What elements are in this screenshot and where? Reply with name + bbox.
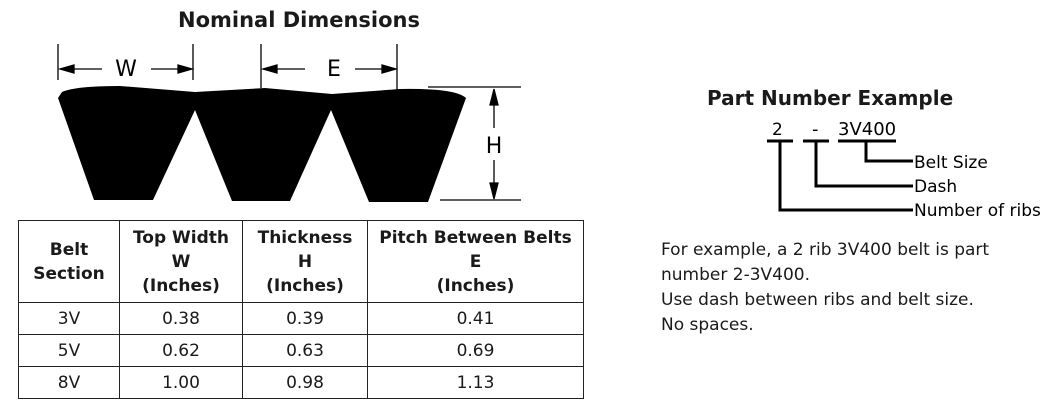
cell: 0.98 — [242, 366, 368, 399]
cell: 0.41 — [367, 302, 584, 335]
explanation-line: No spaces. — [661, 315, 754, 335]
cell: 1.13 — [367, 366, 584, 399]
table-row: 3V 0.38 0.39 0.41 — [18, 302, 584, 335]
cell: 0.62 — [119, 334, 243, 367]
cell: 0.39 — [242, 302, 368, 335]
header-top-width: Top Width W (Inches) — [119, 220, 243, 303]
header-belt-section: Belt Section — [18, 220, 120, 303]
table-header-row: Belt Section Top Width W (Inches) Thickness… — [18, 220, 584, 303]
table-row: 5V 0.62 0.63 0.69 — [18, 334, 584, 367]
cell: 0.38 — [119, 302, 243, 335]
h-label: H — [486, 134, 503, 159]
cell: 0.63 — [242, 334, 368, 367]
label-dash: Dash — [914, 177, 957, 197]
explanation-text: For example, a 2 rib 3V400 belt is part … — [661, 238, 989, 338]
explanation-line: For example, a 2 rib 3V400 belt is part — [661, 240, 990, 260]
cell: 5V — [18, 334, 120, 367]
label-belt-size: Belt Size — [914, 153, 988, 173]
cell: 8V — [18, 366, 120, 399]
header-pitch: Pitch Between Belts E (Inches) — [367, 220, 584, 303]
cell: 1.00 — [119, 366, 243, 399]
table-row: 8V 1.00 0.98 1.13 — [18, 366, 584, 399]
part-number-leaders — [767, 139, 913, 212]
e-label: E — [327, 57, 341, 82]
dimensions-table: Belt Section Top Width W (Inches) Thickness… — [18, 220, 584, 399]
pn-dash: - — [812, 119, 819, 140]
diagram-title: Nominal Dimensions — [178, 8, 420, 32]
explanation-line: number 2-3V400. — [661, 265, 810, 285]
w-label: W — [115, 57, 137, 82]
pn-ribs: 2 — [772, 120, 783, 140]
explanation-line: Use dash between ribs and belt size. — [661, 290, 974, 310]
belt-profile — [58, 86, 466, 202]
header-thickness: Thickness H (Inches) — [242, 220, 368, 303]
pn-size: 3V400 — [838, 119, 896, 140]
label-ribs: Number of ribs — [914, 201, 1041, 221]
cell: 0.69 — [367, 334, 584, 367]
part-number-title: Part Number Example — [707, 86, 954, 110]
cell: 3V — [18, 302, 120, 335]
dimension-lines — [57, 44, 521, 201]
